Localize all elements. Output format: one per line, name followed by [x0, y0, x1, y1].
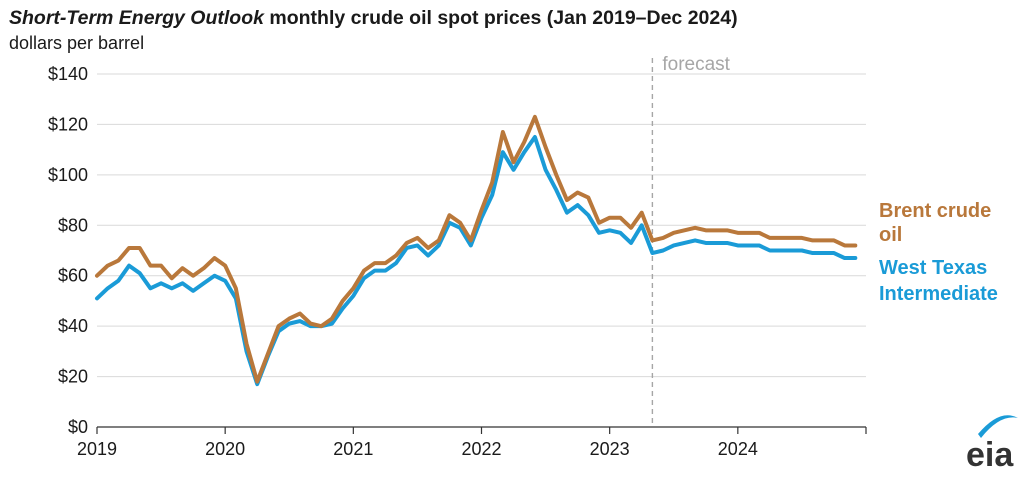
chart-subtitle: dollars per barrel	[9, 33, 145, 53]
y-tick-label: $20	[58, 367, 88, 387]
brent-label-line-2: oil	[879, 224, 902, 246]
y-tick-label: $80	[58, 215, 88, 235]
wti-label-line-2: Intermediate	[879, 283, 998, 305]
x-tick-label: 2019	[77, 439, 117, 459]
y-tick-label: $60	[58, 266, 88, 286]
x-tick-label: 2021	[333, 439, 373, 459]
x-tick-label: 2022	[461, 439, 501, 459]
grid-layer	[97, 73, 866, 378]
y-tick-label: $140	[48, 64, 88, 84]
axis-layer: $0 $20 $40 $60 $80 $100 $120 $140 2019 2020 2021 20…	[48, 58, 867, 459]
eia-logo-text: eia	[966, 436, 1014, 474]
wti-label-line-1: West Texas	[879, 257, 987, 279]
eia-logo-swoosh	[978, 415, 1018, 438]
y-tick-label: $40	[58, 316, 88, 336]
chart-title-rest: monthly crude oil spot prices (Jan 2019–…	[263, 7, 738, 29]
chart-title: Short-Term Energy Outlook monthly crude …	[9, 7, 738, 30]
series-layer	[95, 114, 858, 387]
brent-label-line-1: Brent crude	[879, 200, 991, 222]
x-tick-label: 2024	[718, 439, 758, 459]
wti-series-line	[95, 135, 858, 387]
y-tick-label: $100	[48, 165, 88, 185]
x-tick-label: 2020	[205, 439, 245, 459]
y-tick-label: $0	[68, 417, 88, 437]
forecast-label: forecast	[662, 54, 730, 75]
y-tick-label: $120	[48, 114, 88, 134]
chart-title-italic: Short-Term Energy Outlook	[9, 7, 264, 29]
eia-logo: eia	[966, 415, 1018, 474]
x-tick-label: 2023	[590, 439, 630, 459]
brent-series-line	[95, 114, 858, 384]
